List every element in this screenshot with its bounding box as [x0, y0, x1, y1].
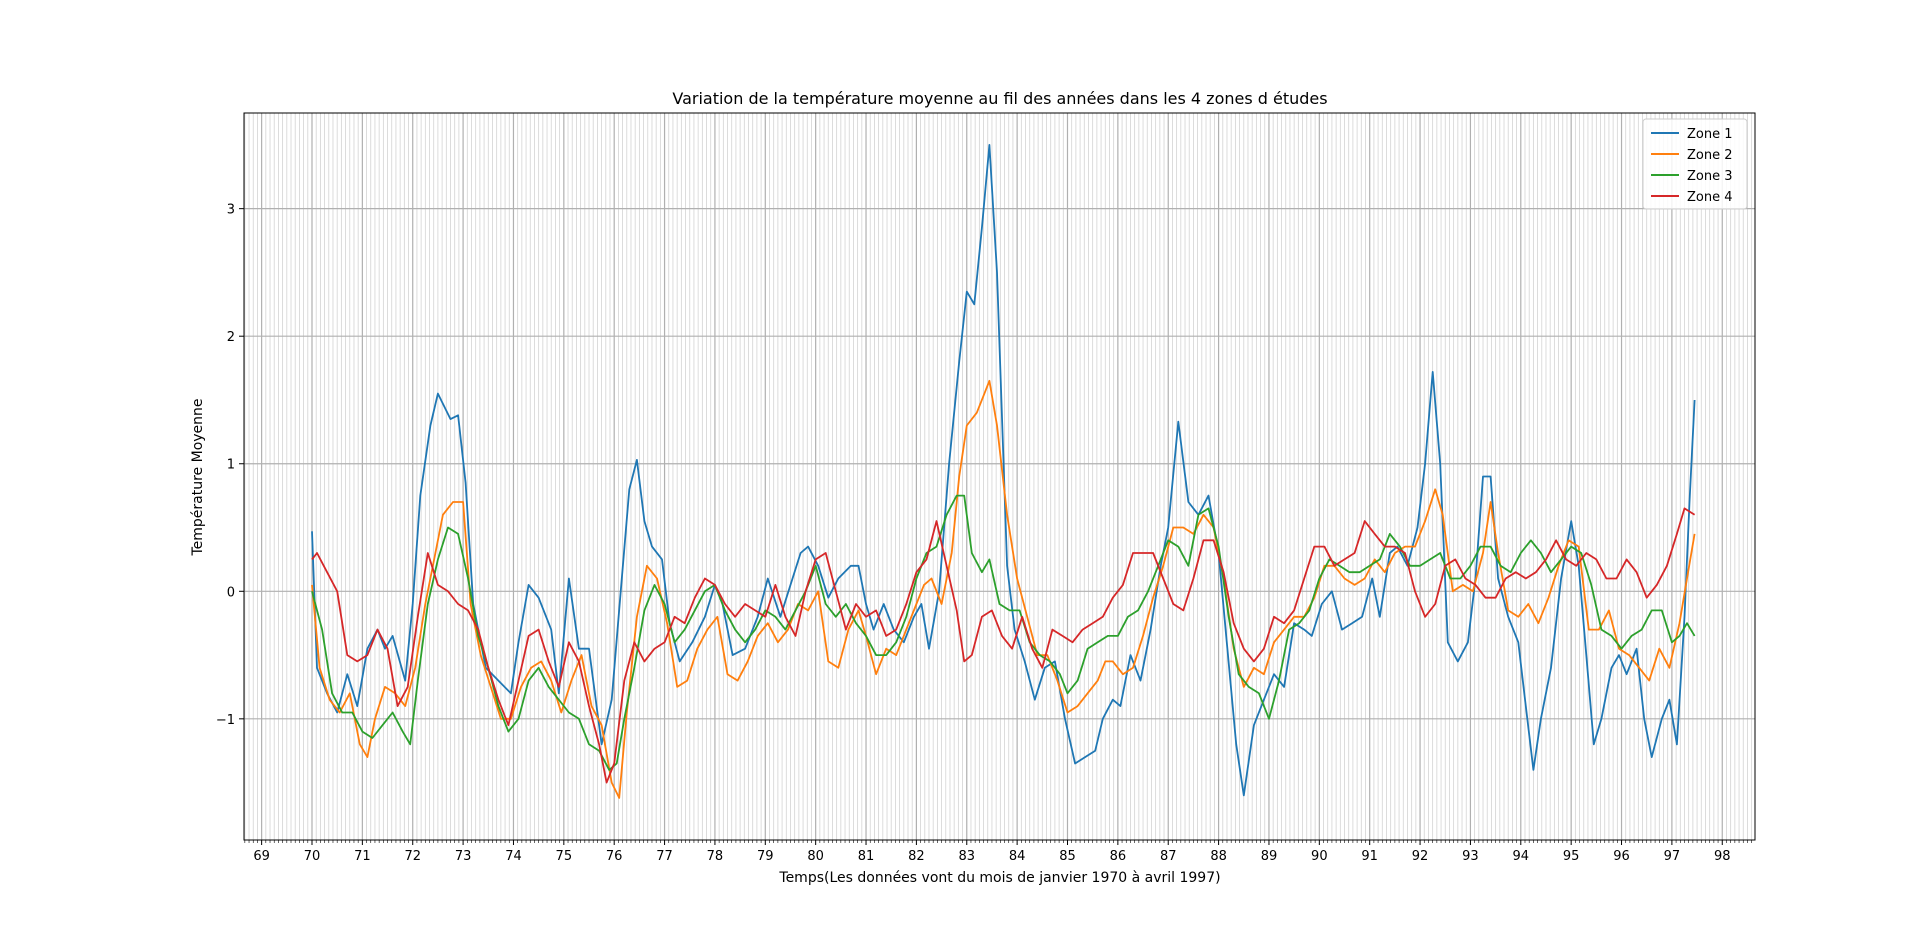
- x-tick-label: 92: [1412, 849, 1429, 864]
- x-tick-label: 96: [1613, 849, 1630, 864]
- x-tick-label: 85: [1059, 849, 1076, 864]
- x-tick-label: 97: [1664, 849, 1681, 864]
- x-tick-label: 98: [1714, 849, 1731, 864]
- y-tick-label: 2: [227, 330, 235, 345]
- x-tick-label: 81: [858, 849, 875, 864]
- y-axis-label: Température Moyenne: [190, 398, 206, 556]
- x-tick-label: 86: [1110, 849, 1127, 864]
- x-tick-label: 80: [807, 849, 824, 864]
- legend-label: Zone 3: [1687, 169, 1733, 184]
- x-tick-label: 75: [556, 849, 573, 864]
- x-tick-label: 88: [1210, 849, 1227, 864]
- x-tick-label: 71: [354, 849, 371, 864]
- x-tick-label: 93: [1462, 849, 1479, 864]
- x-tick-label: 82: [908, 849, 925, 864]
- series-line-zone-3: [311, 494, 1696, 771]
- series-line-zone-2: [311, 379, 1696, 799]
- x-tick-label: 76: [606, 849, 623, 864]
- axis-ticks: 69 70 71 72 73 74 75 76 77 78 79 80 81 82 83 84 85 86 87 88…: [216, 203, 1752, 864]
- x-tick-label: 70: [304, 849, 321, 864]
- x-tick-label: 69: [253, 849, 270, 864]
- x-tick-label: 90: [1311, 849, 1328, 864]
- y-tick-label: 3: [227, 203, 235, 218]
- legend-box: [1642, 118, 1748, 210]
- grid: [244, 113, 1755, 840]
- x-tick-label: 84: [1009, 849, 1026, 864]
- series-line-zone-4: [311, 507, 1696, 784]
- x-tick-label: 87: [1160, 849, 1177, 864]
- x-tick-label: 77: [656, 849, 673, 864]
- x-tick-label: 73: [455, 849, 472, 864]
- x-axis-label: Temps(Les données vont du mois de janvie…: [778, 870, 1220, 886]
- x-tick-label: 94: [1513, 849, 1530, 864]
- x-tick-label: 95: [1563, 849, 1580, 864]
- y-tick-label: 0: [227, 585, 235, 600]
- plot-frame: [243, 112, 1756, 841]
- x-tick-label: 83: [958, 849, 975, 864]
- x-tick-label: 74: [505, 849, 522, 864]
- x-tick-label: 89: [1261, 849, 1278, 864]
- y-tick-label: −1: [216, 713, 235, 728]
- x-tick-label: 78: [707, 849, 724, 864]
- y-tick-label: 1: [227, 458, 235, 473]
- x-tick-label: 79: [757, 849, 774, 864]
- series-lines: [311, 143, 1696, 799]
- legend-label: Zone 4: [1687, 190, 1733, 205]
- chart-title: Variation de la température moyenne au f…: [672, 89, 1327, 108]
- series-line-zone-1: [311, 143, 1696, 797]
- legend: Zone 1 Zone 2 Zone 3 Zone 4: [1642, 118, 1748, 210]
- legend-label: Zone 2: [1687, 148, 1733, 163]
- x-tick-label: 91: [1361, 849, 1378, 864]
- x-tick-label: 72: [404, 849, 421, 864]
- legend-label: Zone 1: [1687, 127, 1733, 142]
